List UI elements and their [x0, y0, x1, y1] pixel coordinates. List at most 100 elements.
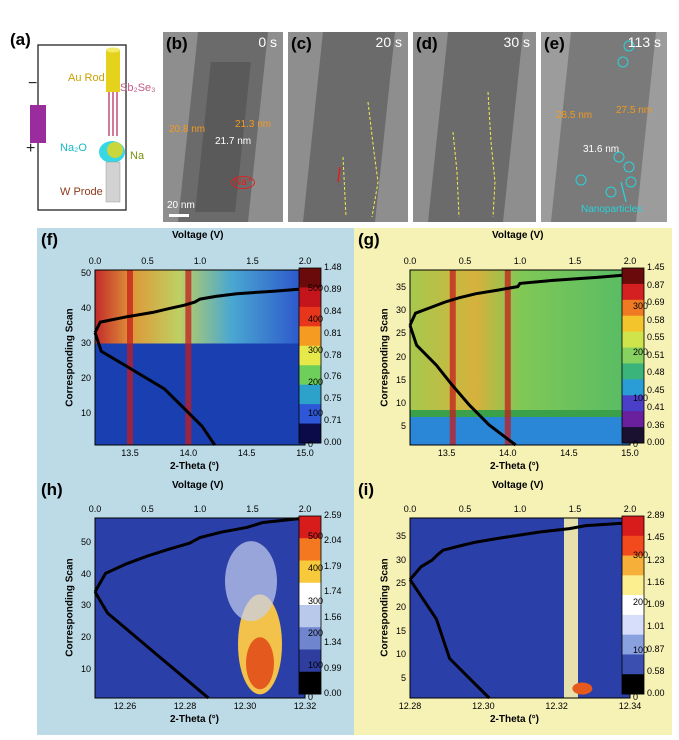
- peak-streak-0: [127, 270, 133, 445]
- width-right-b: 21.3 nm: [235, 119, 272, 130]
- colorbar-frame: [621, 515, 645, 695]
- w-probe-label: W Prode: [60, 186, 103, 198]
- tem-panel-e: 113 s 28.5 nm 27.5 nm 31.6 nm Nanopartic…: [541, 32, 667, 222]
- colorbar-label: 1.09: [647, 599, 665, 609]
- colorbar-frame: [298, 267, 322, 444]
- chart-h-label: (h): [41, 480, 63, 499]
- time-tick-label: 500: [308, 531, 324, 542]
- time-tick-label: 300: [633, 300, 649, 311]
- time-tick-label: 200: [308, 627, 324, 638]
- nanoparticles-label: Nanoparticles: [581, 204, 643, 215]
- colorbar-swatch: [622, 575, 644, 596]
- peak-streak-1: [185, 270, 192, 445]
- colorbar-swatch: [622, 268, 644, 285]
- y-tick-label: 10: [395, 649, 406, 660]
- voltage-tick-label: 0.5: [458, 256, 472, 266]
- colorbar-label: 0.76: [324, 371, 342, 382]
- colorbar-label: 0.87: [647, 279, 665, 290]
- time-tick-label: 100: [633, 644, 649, 655]
- battery-minus: −: [28, 75, 38, 92]
- time-tick-label: 0: [308, 439, 314, 449]
- colorbar-label: 2.59: [324, 510, 342, 520]
- y-tick-label: 15: [395, 374, 406, 385]
- chart-i-voltage-title: Voltage (V): [492, 480, 544, 491]
- colorbar-label: 0.58: [647, 665, 665, 676]
- voltage-tick-label: 0.5: [141, 256, 154, 266]
- time-tick-label: 200: [308, 376, 324, 387]
- colorbar-swatch: [622, 516, 644, 537]
- chart-h-x-title: 2-Theta (°): [170, 714, 219, 725]
- time-tick-label: 400: [308, 314, 324, 324]
- voltage-tick-label: 1.5: [568, 504, 582, 514]
- time-label-b: 0 s: [258, 34, 277, 50]
- colorbar-label: 1.34: [324, 637, 342, 648]
- colorbar-swatch: [622, 395, 644, 412]
- x-tick-label: 12.28: [173, 701, 197, 711]
- colorbar-swatch: [299, 582, 321, 606]
- width-right-e: 27.5 nm: [616, 105, 653, 116]
- x-tick-label: 12.32: [293, 701, 317, 711]
- x-tick-label: 12.32: [545, 701, 568, 711]
- x-tick-label: 12.30: [472, 701, 495, 711]
- voltage-tick-label: 0.0: [88, 256, 102, 266]
- y-tick-label: 30: [80, 337, 91, 348]
- colorbar-swatch: [622, 535, 644, 557]
- colorbar-swatch: [299, 404, 321, 425]
- panel-c-label: (c): [291, 34, 312, 53]
- colorbar-swatch: [299, 560, 321, 584]
- voltage-curve-discharge: [93, 332, 216, 446]
- colorbar-label: 1.79: [324, 560, 342, 571]
- chart-g-label: (g): [358, 230, 380, 249]
- colorbar-label: 0.00: [324, 437, 342, 447]
- y-tick-label: 40: [80, 568, 91, 579]
- colorbar-label: 1.01: [647, 621, 665, 632]
- y-tick-label: 40: [80, 302, 91, 313]
- voltage-tick-label: 0.0: [403, 256, 417, 266]
- sb2se3-wires: [108, 92, 118, 136]
- y-tick-label: 50: [80, 537, 91, 548]
- panel-a-label: (a): [10, 30, 31, 49]
- colorbar-swatch: [299, 365, 321, 386]
- x-tick-label: 12.26: [113, 701, 137, 711]
- y-tick-label: 25: [395, 578, 406, 589]
- voltage-tick-label: 1.0: [513, 504, 527, 514]
- chart-f-svg: [93, 267, 322, 446]
- colorbar-swatch: [299, 384, 321, 405]
- voltage-tick-label: 2.0: [298, 504, 312, 514]
- colorbar-label: 0.48: [647, 367, 665, 377]
- peak-streak-0: [449, 270, 456, 445]
- colorbar-label: 1.45: [647, 262, 665, 272]
- y-tick-label: 10: [80, 663, 91, 674]
- time-tick-label: 300: [633, 549, 649, 560]
- colorbar-label: 2.89: [647, 510, 665, 520]
- width-center-b: 21.7 nm: [215, 136, 252, 147]
- colorbar-label: 0.69: [647, 297, 665, 307]
- time-tick-label: 0: [308, 692, 314, 702]
- colorbar-swatch: [622, 634, 644, 655]
- x-tick-label: 12.28: [398, 701, 422, 711]
- chart-f-label: (f): [41, 230, 58, 249]
- na-ion-marker: Na⁺: [231, 176, 256, 189]
- colorbar-swatch: [622, 315, 644, 333]
- width-left-e: 28.5 nm: [556, 110, 593, 121]
- voltage-tick-label: 2.0: [623, 256, 637, 266]
- heatmap-halo: [225, 541, 277, 622]
- colorbar-swatch: [622, 614, 644, 636]
- time-label-e: 113 s: [627, 34, 661, 50]
- battery-plus: +: [26, 140, 36, 157]
- y-tick-label: 20: [80, 632, 91, 642]
- voltage-curve-discharge: [408, 578, 491, 700]
- voltage-tick-label: 1.5: [568, 256, 582, 266]
- x-tick-label: 15.0: [296, 448, 314, 458]
- colorbar-label: 1.16: [647, 576, 665, 587]
- colorbar-label: 1.45: [647, 532, 665, 543]
- voltage-tick-label: 1.0: [193, 256, 207, 266]
- voltage-tick-label: 0.5: [141, 504, 154, 514]
- x-tick-label: 14.0: [179, 448, 198, 458]
- voltage-tick-label: 1.0: [193, 504, 207, 514]
- time-tick-label: 200: [633, 597, 649, 608]
- y-tick-label: 30: [395, 554, 406, 565]
- voltage-curve-discharge: [408, 324, 517, 447]
- y-tick-label: 5: [400, 673, 406, 684]
- colorbar-label: 1.23: [647, 554, 665, 565]
